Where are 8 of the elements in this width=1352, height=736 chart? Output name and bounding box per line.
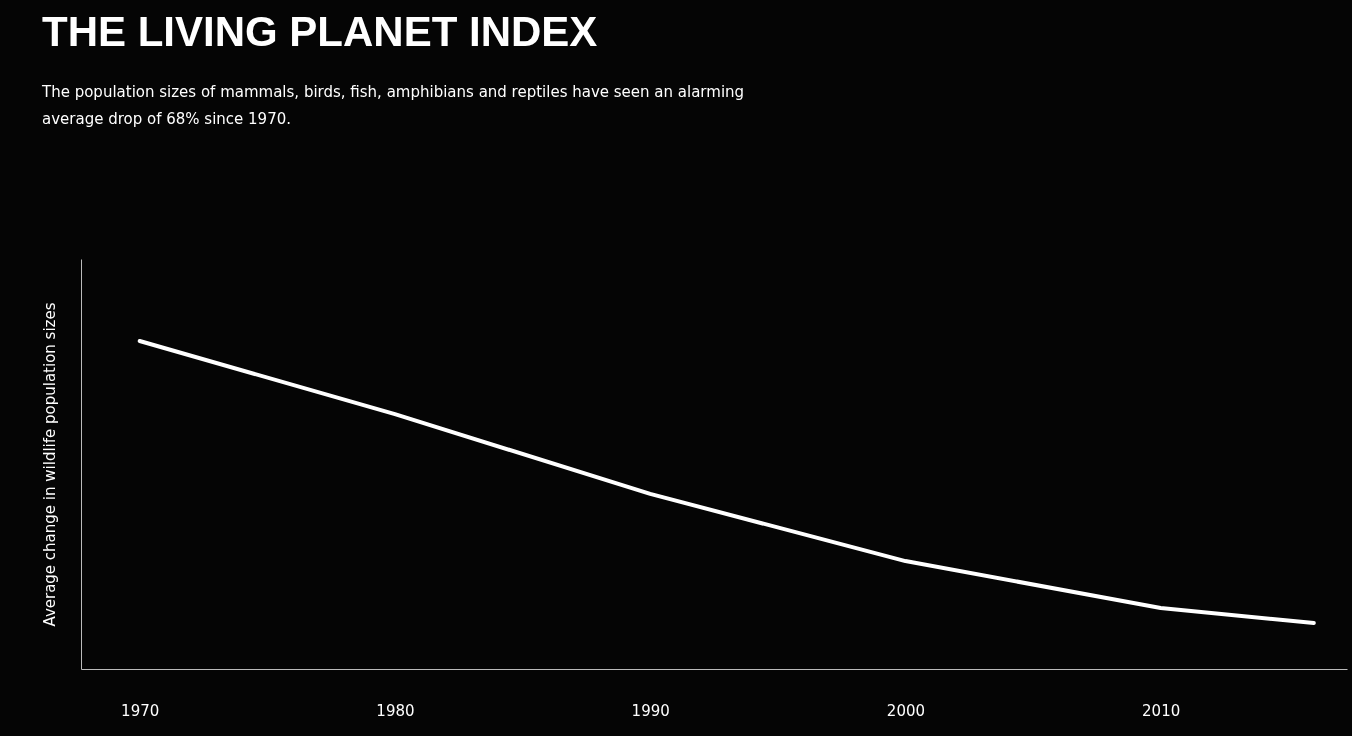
- x-tick-label: 1980: [376, 701, 415, 720]
- x-tick-label: 1970: [121, 701, 160, 720]
- x-tick-label: 1990: [631, 701, 670, 720]
- chart-subtitle: The population sizes of mammals, birds, fish, amphibians and reptiles have seen an alarming average drop of 68% since 1970.: [41, 83, 745, 128]
- y-axis-title: Average change in wildlife population sizes: [40, 302, 59, 627]
- x-tick-label: 2010: [1142, 701, 1181, 720]
- x-tick-label: 2000: [886, 701, 926, 720]
- chart-title: THE LIVING PLANET INDEX: [42, 8, 598, 55]
